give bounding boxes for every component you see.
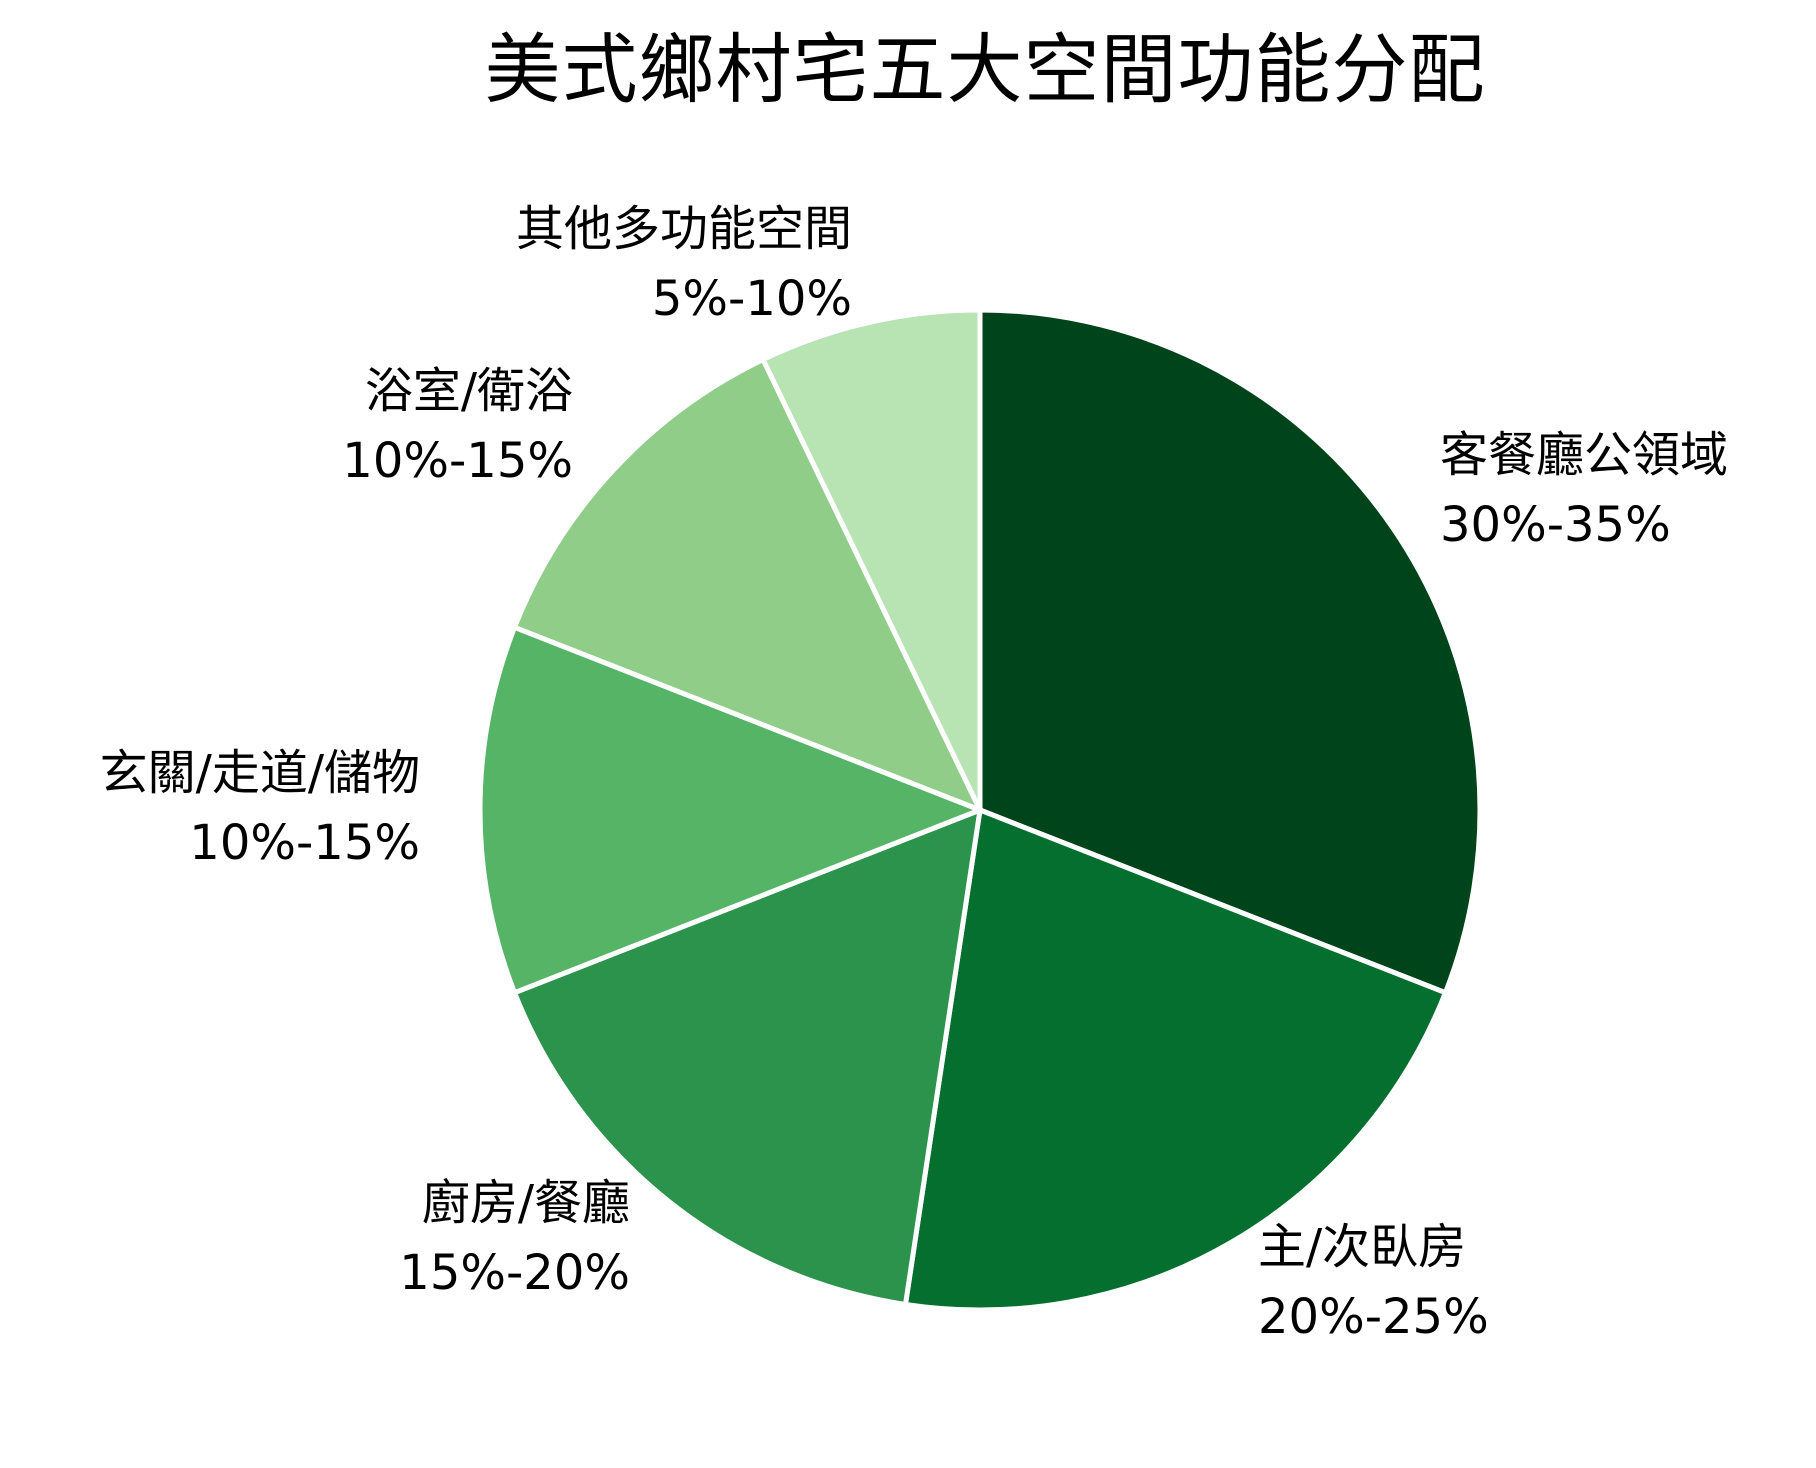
pie-slice <box>512 807 983 1307</box>
pie-slice <box>512 357 983 813</box>
slice-label-name: 玄關/走道/儲物 <box>99 745 420 801</box>
slice-label-range: 30%-35% <box>1440 497 1671 553</box>
slice-label-range: 10%-15% <box>189 815 420 871</box>
pie-slice <box>760 307 983 813</box>
slice-label-name: 客餐廳公領域 <box>1440 427 1729 483</box>
pie-slice <box>477 624 983 996</box>
slice-label-name: 其他多功能空間 <box>515 201 852 257</box>
pie-slice <box>902 807 1448 1313</box>
slice-label-name: 主/次臥房 <box>1258 1219 1467 1275</box>
slice-label-other: 其他多功能空間 5%-10% <box>516 194 852 334</box>
slice-label-range: 20%-25% <box>1258 1289 1489 1345</box>
slice-label-range: 5%-10% <box>651 271 852 327</box>
slice-label-living: 客餐廳公領域 30%-35% <box>1440 420 1728 560</box>
slice-label-entry: 玄關/走道/儲物 10%-15% <box>100 738 420 878</box>
slice-label-range: 15%-20% <box>399 1245 630 1301</box>
slice-label-name: 浴室/衛浴 <box>364 363 573 419</box>
chart-title: 美式鄉村宅五大空間功能分配 <box>484 25 1486 114</box>
slice-label-bedrooms: 主/次臥房 20%-25% <box>1258 1212 1489 1352</box>
slice-label-bathroom: 浴室/衛浴 10%-15% <box>342 356 573 496</box>
slice-label-kitchen: 廚房/餐廳 15%-20% <box>399 1168 630 1308</box>
pie-slice <box>977 307 1483 996</box>
slice-label-range: 10%-15% <box>342 433 573 489</box>
slice-label-name: 廚房/餐廳 <box>421 1175 630 1231</box>
